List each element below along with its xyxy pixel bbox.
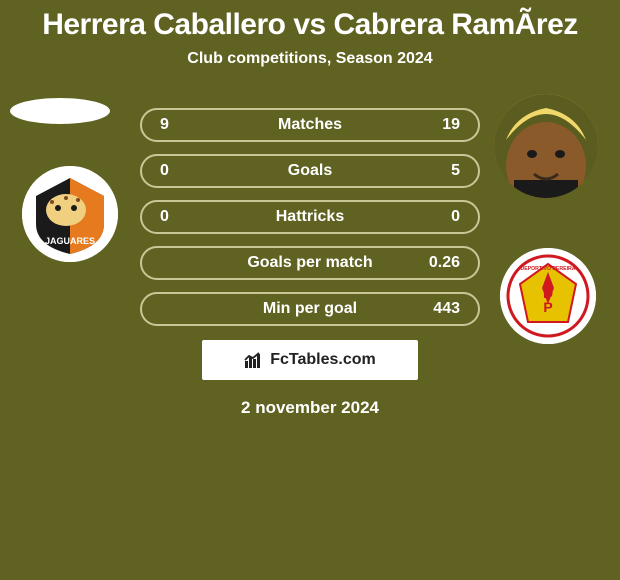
stat-left-value: 0 bbox=[160, 162, 220, 180]
deportivo-pereira-badge-icon: D P DEPORTIVO PEREIRA bbox=[500, 248, 596, 344]
stat-right-value: 0.26 bbox=[400, 254, 460, 272]
stat-left-value: 0 bbox=[160, 208, 220, 226]
stat-label: Goals bbox=[220, 162, 400, 180]
stat-row: Goals per match 0.26 bbox=[140, 246, 480, 280]
club-left-badge: JAGUARES bbox=[22, 166, 118, 262]
jaguares-badge-icon: JAGUARES bbox=[22, 166, 118, 262]
page-title: Herrera Caballero vs Cabrera RamÃ­rez bbox=[0, 0, 620, 42]
comparison-panel: JAGUARES D P DEPORTIVO PEREIRA 9 Matches… bbox=[0, 108, 620, 418]
player-left-avatar bbox=[10, 98, 110, 124]
subtitle: Club competitions, Season 2024 bbox=[0, 50, 620, 68]
stat-rows: 9 Matches 19 0 Goals 5 0 Hattricks 0 Goa… bbox=[140, 108, 480, 326]
stat-label: Matches bbox=[220, 116, 400, 134]
stat-label: Min per goal bbox=[220, 300, 400, 318]
stat-right-value: 0 bbox=[400, 208, 460, 226]
player-right-avatar bbox=[494, 94, 598, 198]
stat-row: 0 Hattricks 0 bbox=[140, 200, 480, 234]
stat-row: 9 Matches 19 bbox=[140, 108, 480, 142]
branding-text: FcTables.com bbox=[270, 351, 376, 369]
club-right-badge: D P DEPORTIVO PEREIRA bbox=[500, 248, 596, 344]
stat-left-value: 9 bbox=[160, 116, 220, 134]
svg-text:P: P bbox=[543, 299, 552, 315]
svg-text:JAGUARES: JAGUARES bbox=[45, 236, 95, 246]
stat-row: Min per goal 443 bbox=[140, 292, 480, 326]
stat-right-value: 443 bbox=[400, 300, 460, 318]
stat-right-value: 5 bbox=[400, 162, 460, 180]
branding-badge: FcTables.com bbox=[202, 340, 418, 380]
stat-row: 0 Goals 5 bbox=[140, 154, 480, 188]
stat-right-value: 19 bbox=[400, 116, 460, 134]
player-right-avatar-svg bbox=[494, 94, 598, 198]
stat-label: Hattricks bbox=[220, 208, 400, 226]
stat-label: Goals per match bbox=[220, 254, 400, 272]
svg-text:DEPORTIVO PEREIRA: DEPORTIVO PEREIRA bbox=[520, 266, 575, 272]
comparison-date: 2 november 2024 bbox=[0, 398, 620, 418]
barchart-icon bbox=[244, 351, 264, 369]
